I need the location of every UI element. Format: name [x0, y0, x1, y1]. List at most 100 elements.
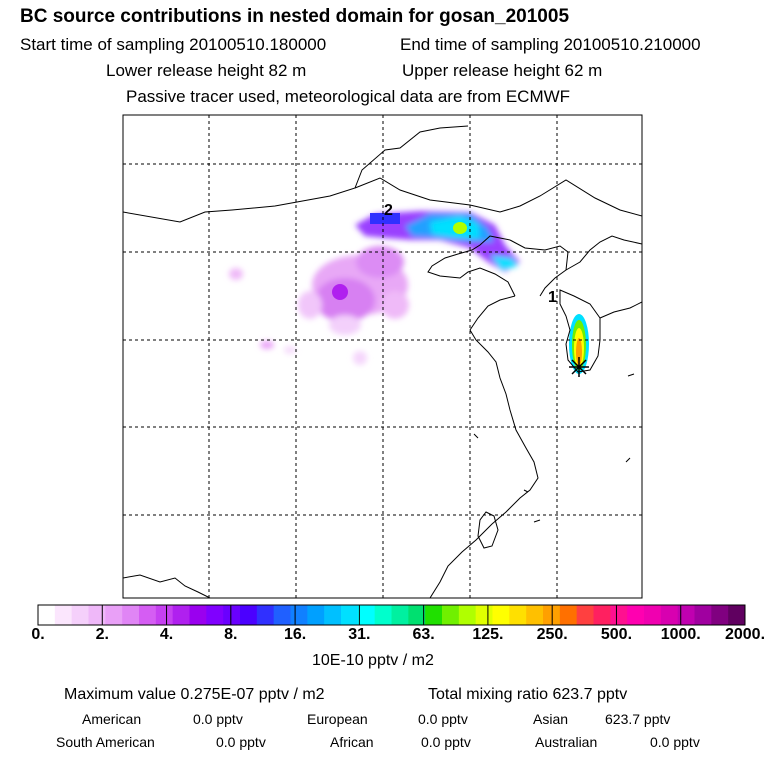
colorbar-tick-label: 1000.: [660, 626, 701, 643]
max-value: Maximum value 0.275E-07 pptv / m2: [64, 686, 325, 703]
colorbar-cell: [54, 605, 73, 625]
colorbar-cell: [677, 605, 695, 625]
colorbar-tick-label: 125.: [472, 626, 504, 643]
colorbar-cell: [644, 605, 662, 625]
receptor-marker: [569, 357, 589, 377]
plume-core: [332, 284, 348, 300]
colorbar-cell: [526, 605, 544, 625]
stat-european-label: European: [307, 711, 368, 727]
colorbar-cell: [627, 605, 645, 625]
plume-region: [353, 351, 367, 365]
plume-region: [490, 255, 518, 270]
colorbar-cell: [223, 605, 241, 625]
purple-plume: [229, 246, 409, 365]
colorbar-cell: [105, 605, 123, 625]
border-line: [354, 177, 642, 217]
tracer-label: Passive tracer used, meteorological data…: [126, 87, 571, 106]
plume-region: [229, 268, 243, 280]
colorbar-unit: 10E-10 pptv / m2: [312, 652, 434, 669]
plume-region: [329, 315, 361, 335]
colorbar-cell: [374, 605, 392, 625]
colorbar-cell: [341, 605, 359, 625]
colorbar-tick-label: 2000.: [724, 626, 766, 643]
colorbar-tick-label: 500.: [600, 626, 633, 643]
colorbar-tick-label: 0.: [31, 626, 45, 643]
colorbar-cell: [189, 605, 207, 625]
colorbar-cell: [357, 605, 376, 625]
border-line: [565, 235, 642, 271]
plume-region: [260, 341, 274, 349]
colorbar-cell: [324, 605, 342, 625]
colorbar-cell: [307, 605, 325, 625]
colorbar-cell: [475, 605, 493, 625]
grid-lines: [123, 115, 642, 598]
stat-american-label: American: [82, 711, 142, 727]
colorbar-frame: [37, 604, 746, 626]
plume-region: [356, 246, 404, 278]
colorbar-cell: [206, 605, 224, 625]
colorbar-tick-label: 31.: [348, 626, 371, 643]
colorbar-tick-label: 250.: [536, 626, 568, 643]
stat-australian-value: 0.0 pptv: [650, 734, 700, 750]
colorbar-cell: [290, 605, 308, 625]
stat-asian-value: 623.7 pptv: [605, 711, 671, 727]
colorbar-cell: [728, 605, 746, 625]
colorbar-tick-label: 63.: [412, 626, 435, 643]
colorbar-cell: [543, 605, 561, 625]
colorbar-tick-label: 4.: [159, 626, 174, 643]
lower-height-label: Lower release height 82 m: [106, 61, 307, 80]
colorbar-cell: [38, 605, 56, 625]
coast-line: [599, 301, 642, 319]
total-mixing-ratio: Total mixing ratio 623.7 pptv: [428, 686, 628, 703]
colorbar-tick-label: 2.: [95, 626, 109, 643]
location-label-2: 2: [384, 202, 393, 219]
colorbar-cell: [172, 605, 190, 625]
stat-african-value: 0.0 pptv: [421, 734, 471, 750]
coast-line: [429, 295, 539, 598]
stat-south-american-label: South American: [56, 734, 155, 750]
colorbar-cell: [576, 605, 594, 625]
colorbar-cell: [408, 605, 426, 625]
colorbar-cell: [711, 605, 729, 625]
colorbar-tick-label: 16.: [283, 626, 307, 643]
colorbar-cell: [155, 605, 174, 625]
plume-field: [123, 115, 642, 598]
location-label-1: 1: [548, 289, 557, 306]
colorbar-cell: [442, 605, 460, 625]
colorbar-tick-label: 8.: [224, 626, 238, 643]
plume-region: [576, 338, 582, 366]
border-line: [123, 574, 211, 598]
plume-core: [453, 222, 467, 234]
stat-european-value: 0.0 pptv: [418, 711, 468, 727]
stat-australian-label: Australian: [535, 734, 598, 750]
colorbar-cell: [660, 605, 679, 625]
colorbar-cell: [273, 605, 291, 625]
colorbar-cell: [610, 605, 628, 625]
colorbar-cell: [509, 605, 527, 625]
colorbar-cell: [425, 605, 443, 625]
colorbar-cell: [256, 605, 275, 625]
coast-line: [427, 235, 516, 297]
plume-core: [370, 213, 400, 224]
colorbar-cell: [240, 605, 258, 625]
stat-asian-label: Asian: [533, 711, 569, 727]
colorbar-cell: [139, 605, 157, 625]
start-time-label: Start time of sampling 20100510.180000: [20, 35, 327, 54]
plume-region: [298, 291, 322, 319]
colorbar-cell: [593, 605, 611, 625]
stat-american-value: 0.0 pptv: [193, 711, 243, 727]
colorbar-cell: [458, 605, 477, 625]
north-band: [355, 211, 520, 272]
colorbar-cell: [71, 605, 89, 625]
colorbar-cell: [391, 605, 409, 625]
small-islands: [473, 373, 635, 523]
colorbar-cell: [122, 605, 140, 625]
island-taiwan: [477, 511, 499, 549]
colorbar-cell: [492, 605, 510, 625]
stat-south-american-value: 0.0 pptv: [216, 734, 266, 750]
plume-region: [284, 346, 296, 354]
colorbar-cell: [88, 605, 106, 625]
end-time-label: End time of sampling 20100510.210000: [400, 35, 701, 54]
